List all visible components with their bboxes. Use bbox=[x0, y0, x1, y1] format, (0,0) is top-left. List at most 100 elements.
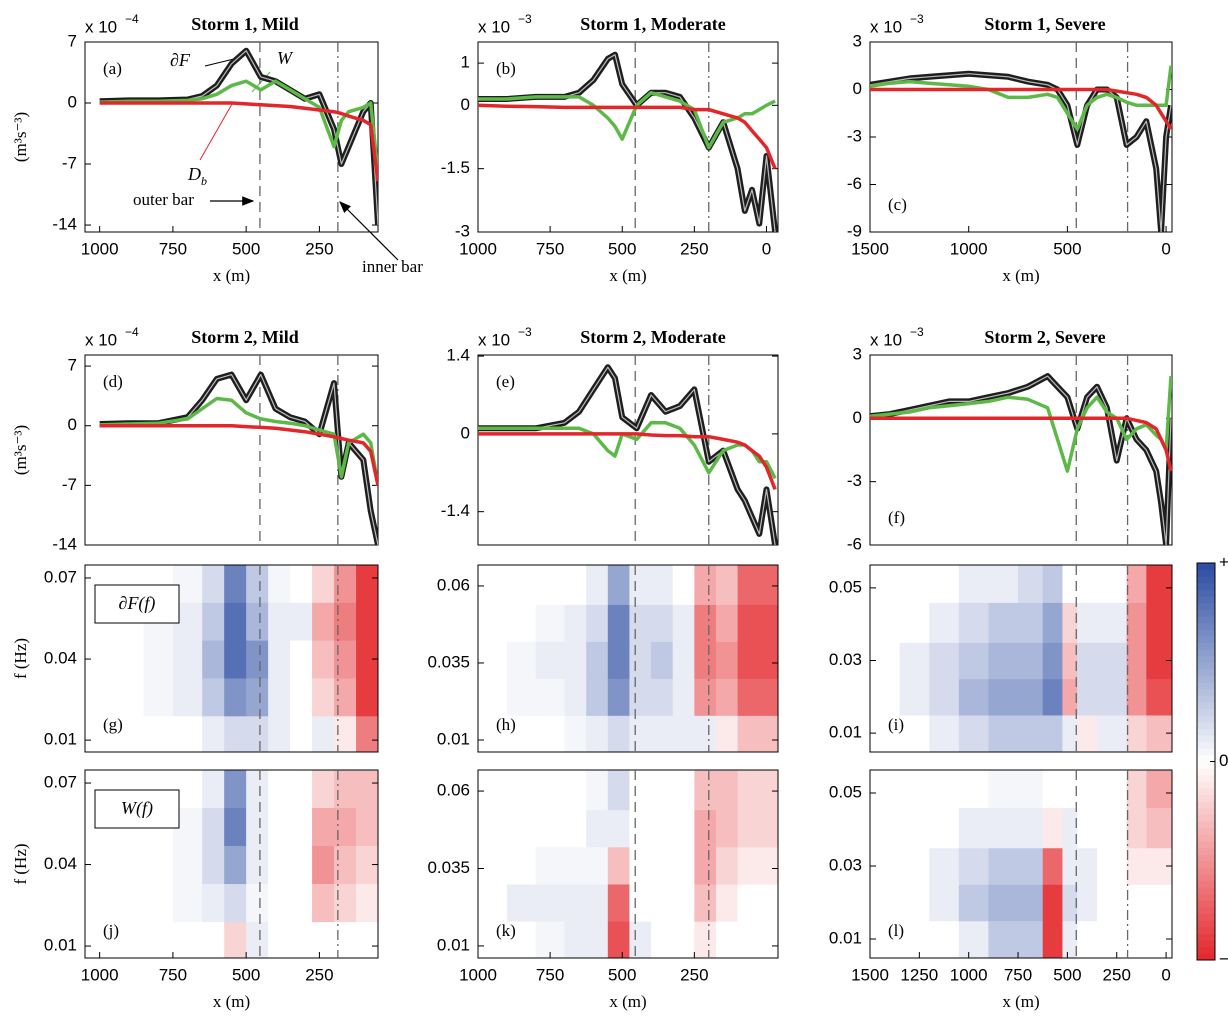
heatmap-cell bbox=[1062, 847, 1078, 885]
heatmap-cell bbox=[506, 641, 537, 679]
panel-label: (j) bbox=[103, 921, 119, 940]
y-tick-label: -1.5 bbox=[441, 158, 470, 177]
heatmap-cell bbox=[870, 714, 901, 753]
heatmap-cell bbox=[1018, 565, 1044, 603]
heatmap-cell bbox=[1096, 770, 1128, 809]
heatmap-cell bbox=[715, 883, 739, 922]
heatmap-cell bbox=[1096, 884, 1128, 922]
heatmap-cell bbox=[1077, 714, 1098, 753]
heatmap-cell bbox=[672, 883, 695, 922]
colorbar-step bbox=[1197, 635, 1215, 643]
colorbar-step bbox=[1197, 741, 1215, 749]
heatmap-cell bbox=[246, 845, 269, 885]
axes-box bbox=[84, 564, 379, 753]
colorbar-step bbox=[1197, 615, 1215, 624]
heatmap-cell bbox=[672, 565, 695, 605]
y-tick-label: 0 bbox=[461, 423, 470, 442]
colorbar-step bbox=[1197, 887, 1215, 895]
heatmap-cell bbox=[268, 845, 291, 885]
y-tick-label: 0.06 bbox=[437, 781, 470, 800]
y-tick-label: 0.01 bbox=[44, 730, 77, 749]
heatmap-cell bbox=[988, 678, 1019, 716]
heatmap-cell bbox=[172, 883, 203, 923]
heatmap-cell bbox=[715, 846, 739, 885]
x-tick-label: 1000 bbox=[81, 965, 119, 984]
x-tick-label: 250 bbox=[305, 965, 333, 984]
panel-label: (f) bbox=[888, 508, 905, 527]
heatmap-cell bbox=[478, 921, 508, 959]
heatmap-cell bbox=[586, 846, 609, 885]
heatmap-cell bbox=[290, 921, 313, 959]
panel-label: (l) bbox=[888, 921, 904, 940]
heatmap-cell bbox=[535, 641, 566, 679]
heatmap-cell bbox=[312, 565, 335, 603]
heatmap-cell bbox=[1146, 602, 1173, 643]
heatmap-cell bbox=[356, 845, 379, 885]
heatmap-cell bbox=[672, 604, 695, 642]
heatmap-cell bbox=[356, 883, 379, 923]
colorbar-step bbox=[1197, 794, 1215, 802]
y-tick-label: 0.01 bbox=[437, 729, 470, 748]
heatmap-cell bbox=[1077, 642, 1098, 680]
heatmap-cell bbox=[651, 846, 674, 885]
y-tick-label: -14 bbox=[52, 534, 77, 553]
heatmap-cell bbox=[506, 921, 537, 959]
heatmap-cell bbox=[899, 884, 930, 922]
heatmap-cell bbox=[607, 846, 630, 885]
heatmap-cell bbox=[929, 807, 960, 849]
heatmap-cell bbox=[988, 770, 1019, 809]
panel-label: (h) bbox=[496, 715, 516, 734]
heatmap-cell bbox=[268, 807, 291, 847]
series-line bbox=[478, 90, 776, 150]
heatmap-cell bbox=[958, 565, 989, 603]
panel-label: (b) bbox=[496, 59, 516, 78]
heatmap-cell bbox=[143, 883, 174, 923]
colorbar-step bbox=[1197, 602, 1215, 610]
panel-title: Storm 1, Severe bbox=[984, 14, 1105, 34]
heatmap-cell bbox=[1062, 565, 1078, 603]
x-tick-label: 1000 bbox=[459, 965, 497, 984]
heatmap-cell bbox=[586, 678, 609, 716]
y-tick-label: 0.04 bbox=[44, 854, 77, 873]
heatmap-cell bbox=[1077, 920, 1098, 959]
heatmap-cell bbox=[224, 640, 247, 679]
heatmap-cell bbox=[1042, 678, 1063, 716]
heatmap-cell bbox=[172, 677, 203, 717]
heatmap-cell bbox=[114, 715, 145, 753]
heatmap-cell bbox=[506, 883, 537, 922]
heatmap-cell bbox=[586, 921, 609, 959]
heatmap-cell bbox=[929, 642, 960, 680]
series-line bbox=[870, 416, 1172, 472]
heatmap-cell bbox=[694, 846, 717, 885]
panel-label: (d) bbox=[103, 372, 123, 391]
heatmap-cell bbox=[356, 602, 379, 641]
colorbar-step bbox=[1197, 761, 1215, 769]
exponent-base: x 10 bbox=[478, 17, 510, 36]
heatmap-cell bbox=[1042, 642, 1063, 680]
heatmap-cell bbox=[1018, 602, 1044, 643]
heatmap-cell bbox=[312, 845, 335, 885]
y-tick-label: 7 bbox=[68, 356, 77, 375]
x-tick-label: 500 bbox=[232, 239, 260, 258]
heatmap-cell bbox=[672, 678, 695, 716]
heatmap-cell bbox=[334, 883, 357, 923]
colorbar-step bbox=[1197, 563, 1215, 571]
heatmap-cell bbox=[1146, 770, 1173, 809]
colorbar-step bbox=[1197, 682, 1215, 690]
heatmap-cell bbox=[478, 883, 508, 922]
series-line bbox=[478, 432, 777, 491]
colorbar-step bbox=[1197, 569, 1215, 577]
y-tick-label: -3 bbox=[455, 221, 470, 240]
heatmap-cell bbox=[651, 641, 674, 679]
heatmap-cell bbox=[114, 677, 145, 717]
heatmap-cell bbox=[899, 642, 930, 680]
y-tick-label: 1 bbox=[461, 53, 470, 72]
heatmap-cell bbox=[312, 715, 335, 753]
y-tick-label: 0 bbox=[853, 79, 862, 98]
heatmap-cell bbox=[958, 847, 989, 885]
heatmap-cell bbox=[1096, 678, 1128, 716]
heatmap-cell bbox=[268, 921, 291, 959]
heatmap-cell bbox=[629, 809, 652, 848]
heatmap-cell bbox=[737, 715, 779, 753]
